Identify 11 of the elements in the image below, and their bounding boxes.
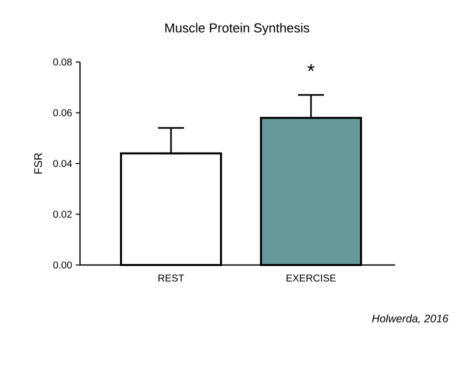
y-tick-label: 0.00: [53, 261, 72, 269]
y-tick-label: 0.02: [53, 210, 72, 218]
y-tick-label: 0.04: [53, 160, 72, 168]
y-axis-title: FSR: [34, 153, 42, 174]
annotation: *: [307, 64, 315, 72]
x-tick-label: EXERCISE: [286, 274, 336, 282]
x-tick-label: REST: [158, 274, 184, 282]
text: Holwerda, 2016: [372, 314, 448, 324]
y-tick-label: 0.08: [53, 58, 72, 66]
chart-title: Muscle Protein Synthesis: [165, 22, 310, 36]
y-tick-label: 0.06: [53, 109, 72, 116]
